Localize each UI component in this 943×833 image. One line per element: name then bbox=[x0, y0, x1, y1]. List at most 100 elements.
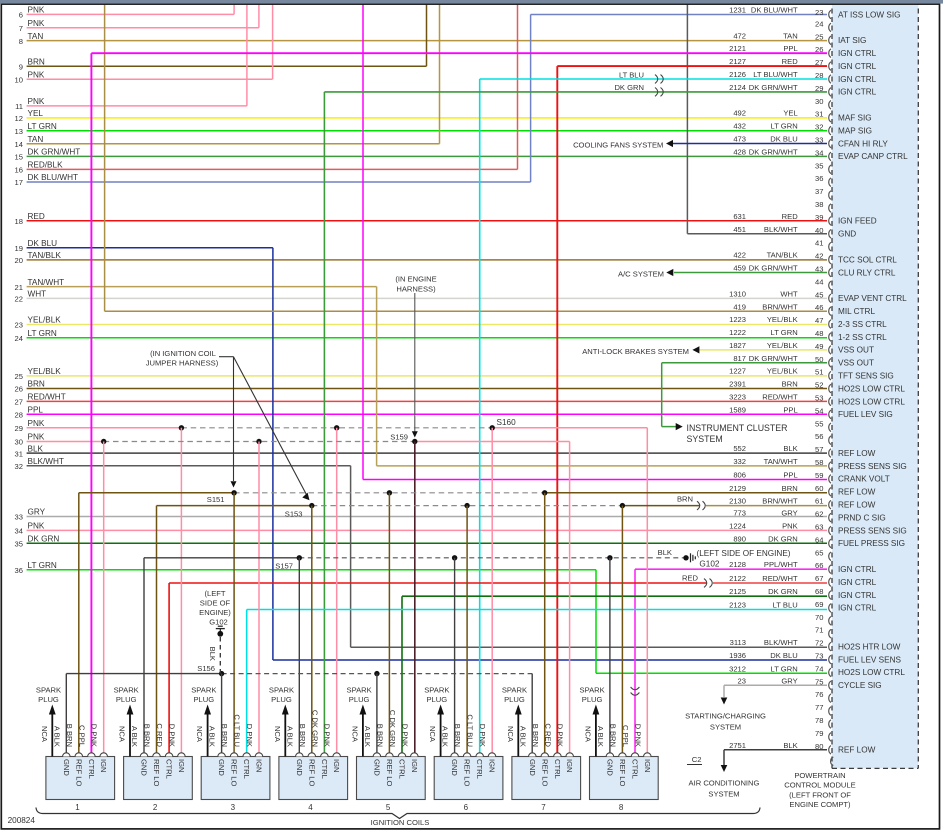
svg-text:13: 13 bbox=[15, 127, 23, 136]
svg-text:TAN: TAN bbox=[28, 135, 44, 144]
svg-text:IGN: IGN bbox=[332, 759, 341, 773]
svg-text:PPL: PPL bbox=[783, 471, 797, 480]
svg-text:28: 28 bbox=[815, 71, 823, 80]
svg-text:DK BLU: DK BLU bbox=[770, 651, 797, 660]
svg-text:BRN: BRN bbox=[677, 495, 693, 504]
svg-text:LT GRN: LT GRN bbox=[771, 328, 798, 337]
svg-text:80: 80 bbox=[815, 742, 823, 751]
svg-text:SPARK: SPARK bbox=[36, 686, 61, 695]
svg-text:17: 17 bbox=[15, 178, 23, 187]
svg-text:IGN: IGN bbox=[410, 759, 419, 773]
svg-text:D PNK: D PNK bbox=[167, 724, 176, 747]
svg-text:65: 65 bbox=[815, 548, 823, 557]
svg-text:B BRN: B BRN bbox=[608, 724, 617, 747]
svg-text:62: 62 bbox=[815, 510, 823, 519]
svg-text:63: 63 bbox=[815, 523, 823, 532]
svg-text:G102: G102 bbox=[209, 618, 228, 627]
svg-text:IGN CTRL: IGN CTRL bbox=[838, 604, 877, 613]
svg-text:890: 890 bbox=[733, 534, 746, 543]
svg-text:25: 25 bbox=[815, 32, 823, 41]
svg-text:BLK: BLK bbox=[658, 548, 672, 557]
svg-text:78: 78 bbox=[815, 716, 823, 725]
svg-text:GND: GND bbox=[140, 759, 149, 776]
svg-text:ANTI-LOCK BRAKES SYSTEM: ANTI-LOCK BRAKES SYSTEM bbox=[582, 347, 689, 356]
svg-text:LT GRN: LT GRN bbox=[771, 122, 798, 131]
svg-text:FUEL LEV SIG: FUEL LEV SIG bbox=[838, 410, 893, 419]
svg-text:58: 58 bbox=[815, 458, 823, 467]
svg-text:NCA: NCA bbox=[506, 726, 515, 743]
svg-text:DK GRN: DK GRN bbox=[28, 534, 60, 543]
svg-text:30: 30 bbox=[815, 97, 823, 106]
svg-text:G102: G102 bbox=[699, 560, 719, 569]
svg-text:CTRL: CTRL bbox=[320, 759, 329, 779]
svg-text:CONTROL MODULE: CONTROL MODULE bbox=[784, 781, 855, 790]
svg-text:2391: 2391 bbox=[729, 380, 746, 389]
svg-text:REF LO: REF LO bbox=[540, 759, 549, 787]
svg-text:IGNITION COILS: IGNITION COILS bbox=[371, 818, 430, 827]
svg-text:NCA: NCA bbox=[195, 726, 204, 743]
svg-text:72: 72 bbox=[815, 639, 823, 648]
svg-text:PNK: PNK bbox=[28, 6, 45, 15]
svg-text:ENGINE COMPT): ENGINE COMPT) bbox=[789, 800, 851, 809]
svg-text:INSTRUMENT CLUSTER: INSTRUMENT CLUSTER bbox=[687, 423, 788, 433]
svg-text:VSS OUT: VSS OUT bbox=[838, 359, 874, 368]
svg-text:PNK: PNK bbox=[28, 70, 45, 79]
svg-text:46: 46 bbox=[815, 303, 823, 312]
svg-text:SYSTEM: SYSTEM bbox=[710, 723, 741, 732]
svg-text:CTRL: CTRL bbox=[398, 759, 407, 779]
svg-text:47: 47 bbox=[815, 316, 823, 325]
svg-text:473: 473 bbox=[733, 135, 746, 144]
svg-text:PRESS SENS SIG: PRESS SENS SIG bbox=[838, 526, 907, 535]
svg-text:CTRL: CTRL bbox=[475, 759, 484, 779]
svg-text:28: 28 bbox=[15, 410, 23, 419]
svg-text:JUMPER HARNESS): JUMPER HARNESS) bbox=[146, 358, 219, 367]
svg-text:GND: GND bbox=[528, 759, 537, 776]
svg-text:BRN: BRN bbox=[782, 380, 798, 389]
svg-text:PNK: PNK bbox=[28, 433, 45, 442]
svg-text:PLUG: PLUG bbox=[271, 695, 292, 704]
svg-text:38: 38 bbox=[815, 200, 823, 209]
svg-text:IGN CTRL: IGN CTRL bbox=[838, 62, 877, 71]
svg-text:HO2S HTR LOW: HO2S HTR LOW bbox=[838, 642, 901, 651]
svg-text:REF LO: REF LO bbox=[618, 759, 627, 787]
svg-text:REF LOW: REF LOW bbox=[838, 501, 876, 510]
svg-text:A BLK: A BLK bbox=[441, 726, 450, 747]
svg-text:6: 6 bbox=[464, 803, 469, 812]
svg-text:1224: 1224 bbox=[729, 522, 746, 531]
svg-text:1223: 1223 bbox=[729, 315, 746, 324]
svg-text:1936: 1936 bbox=[729, 651, 746, 660]
svg-text:1589: 1589 bbox=[729, 405, 746, 414]
svg-text:BLK/WHT: BLK/WHT bbox=[28, 457, 64, 466]
svg-text:CTRL: CTRL bbox=[631, 759, 640, 779]
svg-text:MIL CTRL: MIL CTRL bbox=[838, 307, 875, 316]
svg-text:75: 75 bbox=[815, 677, 823, 686]
svg-text:DK GRN/WHT: DK GRN/WHT bbox=[749, 147, 798, 156]
svg-text:33: 33 bbox=[15, 513, 23, 522]
svg-text:DK GRN: DK GRN bbox=[768, 534, 798, 543]
svg-text:PLUG: PLUG bbox=[116, 695, 137, 704]
svg-text:TAN: TAN bbox=[28, 32, 44, 41]
svg-text:CTRL: CTRL bbox=[242, 759, 251, 779]
svg-text:DK GRN/WHT: DK GRN/WHT bbox=[749, 264, 798, 273]
svg-text:S151: S151 bbox=[207, 495, 225, 504]
svg-text:TAN/WHT: TAN/WHT bbox=[764, 457, 798, 466]
svg-text:AT ISS LOW SIG: AT ISS LOW SIG bbox=[838, 10, 900, 19]
svg-text:2123: 2123 bbox=[729, 601, 746, 610]
svg-text:70: 70 bbox=[815, 613, 823, 622]
svg-text:YEL: YEL bbox=[28, 109, 44, 118]
svg-text:57: 57 bbox=[815, 445, 823, 454]
svg-text:GND: GND bbox=[605, 759, 614, 776]
svg-text:492: 492 bbox=[733, 109, 746, 118]
svg-text:23: 23 bbox=[815, 8, 823, 17]
svg-text:428: 428 bbox=[733, 147, 746, 156]
svg-text:PNK: PNK bbox=[28, 522, 45, 531]
svg-text:GND: GND bbox=[217, 759, 226, 776]
svg-text:B BRN: B BRN bbox=[65, 724, 74, 747]
svg-text:YEL/BLK: YEL/BLK bbox=[28, 316, 62, 325]
svg-text:25: 25 bbox=[15, 372, 23, 381]
svg-text:IGN: IGN bbox=[643, 759, 652, 773]
svg-text:ENGINE): ENGINE) bbox=[199, 608, 231, 617]
svg-text:GRY: GRY bbox=[28, 508, 46, 517]
svg-text:31: 31 bbox=[815, 110, 823, 119]
svg-text:8: 8 bbox=[19, 37, 23, 46]
